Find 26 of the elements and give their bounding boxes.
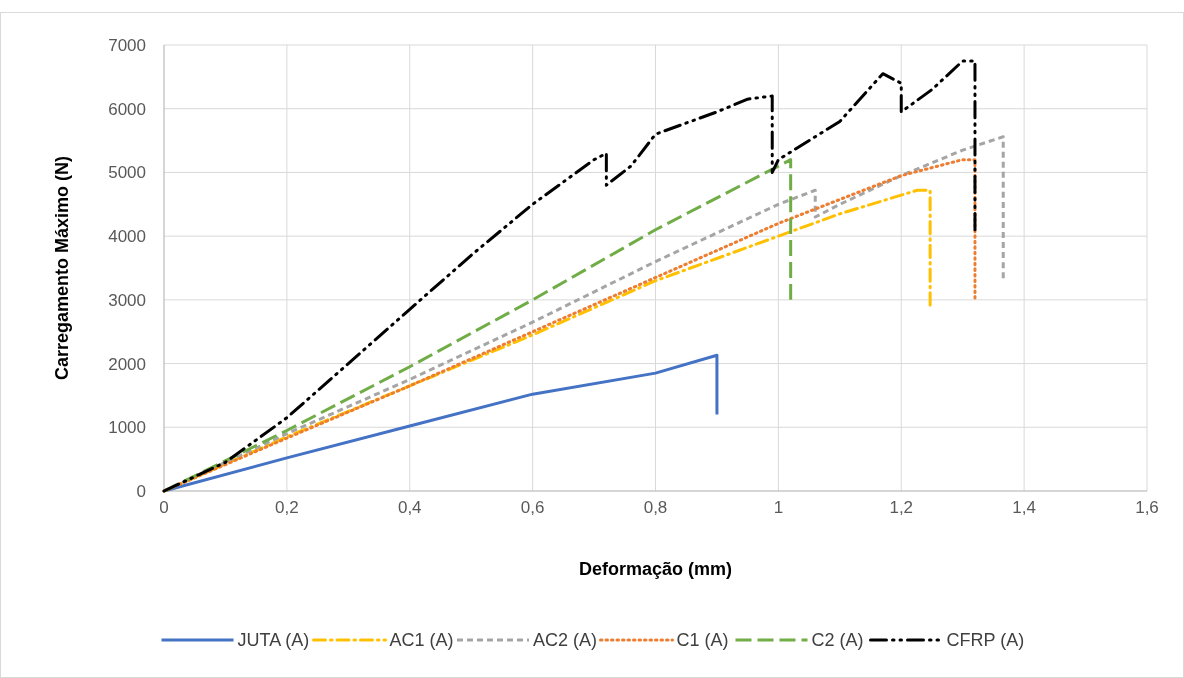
y-axis-title: Carregamento Máximo (N) — [52, 155, 72, 381]
y-tick-label: 3000 — [108, 290, 146, 310]
x-tick-label: 0,8 — [643, 498, 668, 517]
x-tick-label: 1,6 — [1135, 498, 1159, 517]
legend-label: JUTA (A) — [237, 630, 310, 651]
y-tick-label: 1000 — [108, 418, 146, 438]
x-tick-label: 1,4 — [1012, 498, 1036, 517]
y-tick-label: 7000 — [108, 35, 146, 55]
y-tick-label: 4000 — [108, 227, 146, 247]
x-tick-label: 0 — [159, 498, 169, 517]
x-tick-label: 1,2 — [889, 498, 914, 517]
y-tick-label: 2000 — [108, 354, 146, 374]
x-tick-label: 0,2 — [275, 498, 299, 517]
x-tick-label: 1 — [773, 498, 784, 517]
x-tick-label: 0,4 — [397, 498, 422, 517]
x-tick-label: 0,6 — [520, 498, 545, 517]
legend-label: CFRP (A) — [946, 630, 1025, 651]
legend-label: AC1 (A) — [389, 630, 454, 651]
legend-label: C2 (A) — [811, 630, 864, 651]
line-series — [162, 59, 977, 493]
legend-label: AC2 (A) — [533, 630, 598, 651]
x-axis-title: Deformação (mm) — [578, 559, 733, 579]
y-tick-label: 0 — [136, 481, 146, 501]
y-tick-label: 5000 — [108, 163, 146, 183]
y-tick-label: 6000 — [108, 99, 146, 119]
legend-label: C1 (A) — [676, 630, 729, 651]
